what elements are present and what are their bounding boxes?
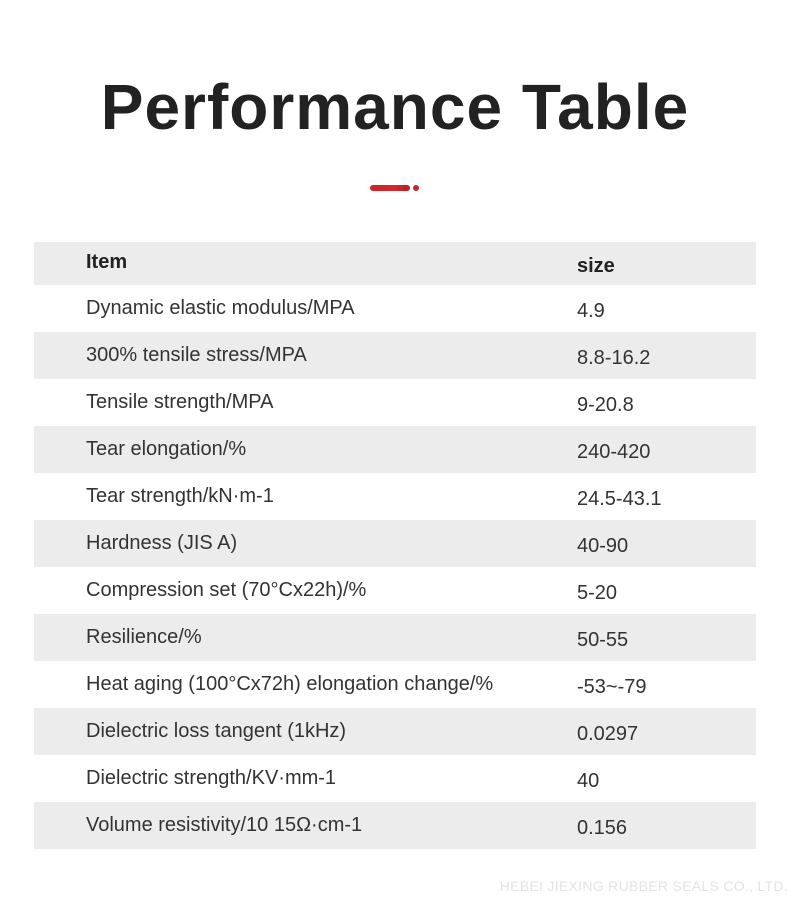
row-size: 5-20 [577, 567, 617, 614]
table-row: Dielectric strength/KV·mm-1 40 [34, 755, 756, 802]
table-row: Compression set (70°Cx22h)/% 5-20 [34, 567, 756, 614]
title-divider [370, 184, 422, 192]
table-row: Dynamic elastic modulus/MPA 4.9 [34, 285, 756, 332]
table-row: Tensile strength/MPA 9-20.8 [34, 379, 756, 426]
row-item: Dielectric strength/KV·mm-1 [86, 755, 336, 802]
page-title: Performance Table [0, 70, 790, 144]
row-item: Hardness (JIS A) [86, 520, 237, 567]
row-size: 24.5-43.1 [577, 473, 662, 520]
divider-bar [370, 185, 410, 191]
company-watermark: HEBEI JIEXING RUBBER SEALS CO., LTD. [500, 878, 788, 894]
table-row: Heat aging (100°Cx72h) elongation change… [34, 661, 756, 708]
row-item: Dynamic elastic modulus/MPA [86, 285, 355, 332]
header-size: size [577, 242, 615, 285]
row-size: 8.8-16.2 [577, 332, 650, 379]
row-size: 0.156 [577, 802, 627, 849]
row-size: 40 [577, 755, 599, 802]
table-row: 300% tensile stress/MPA 8.8-16.2 [34, 332, 756, 379]
row-size: 4.9 [577, 285, 605, 332]
table-row: Resilience/% 50-55 [34, 614, 756, 661]
row-item: Tear elongation/% [86, 426, 246, 473]
table-row: Tear elongation/% 240-420 [34, 426, 756, 473]
row-size: -53~-79 [577, 661, 647, 708]
row-item: Compression set (70°Cx22h)/% [86, 567, 366, 614]
table-row: Volume resistivity/10 15Ω·cm-1 0.156 [34, 802, 756, 849]
row-item: 300% tensile stress/MPA [86, 332, 307, 379]
table-row: Hardness (JIS A) 40-90 [34, 520, 756, 567]
row-size: 40-90 [577, 520, 628, 567]
performance-table: Item size Dynamic elastic modulus/MPA 4.… [34, 242, 756, 849]
divider-dot [413, 185, 419, 191]
table-row: Dielectric loss tangent (1kHz) 0.0297 [34, 708, 756, 755]
row-item: Tear strength/kN·m-1 [86, 473, 274, 520]
row-item: Volume resistivity/10 15Ω·cm-1 [86, 802, 362, 849]
row-item: Dielectric loss tangent (1kHz) [86, 708, 346, 755]
header-item: Item [86, 242, 127, 285]
table-row: Tear strength/kN·m-1 24.5-43.1 [34, 473, 756, 520]
row-item: Tensile strength/MPA [86, 379, 274, 426]
row-size: 9-20.8 [577, 379, 634, 426]
row-size: 0.0297 [577, 708, 638, 755]
row-item: Heat aging (100°Cx72h) elongation change… [86, 661, 493, 708]
table-header-row: Item size [34, 242, 756, 285]
row-item: Resilience/% [86, 614, 202, 661]
row-size: 50-55 [577, 614, 628, 661]
row-size: 240-420 [577, 426, 650, 473]
